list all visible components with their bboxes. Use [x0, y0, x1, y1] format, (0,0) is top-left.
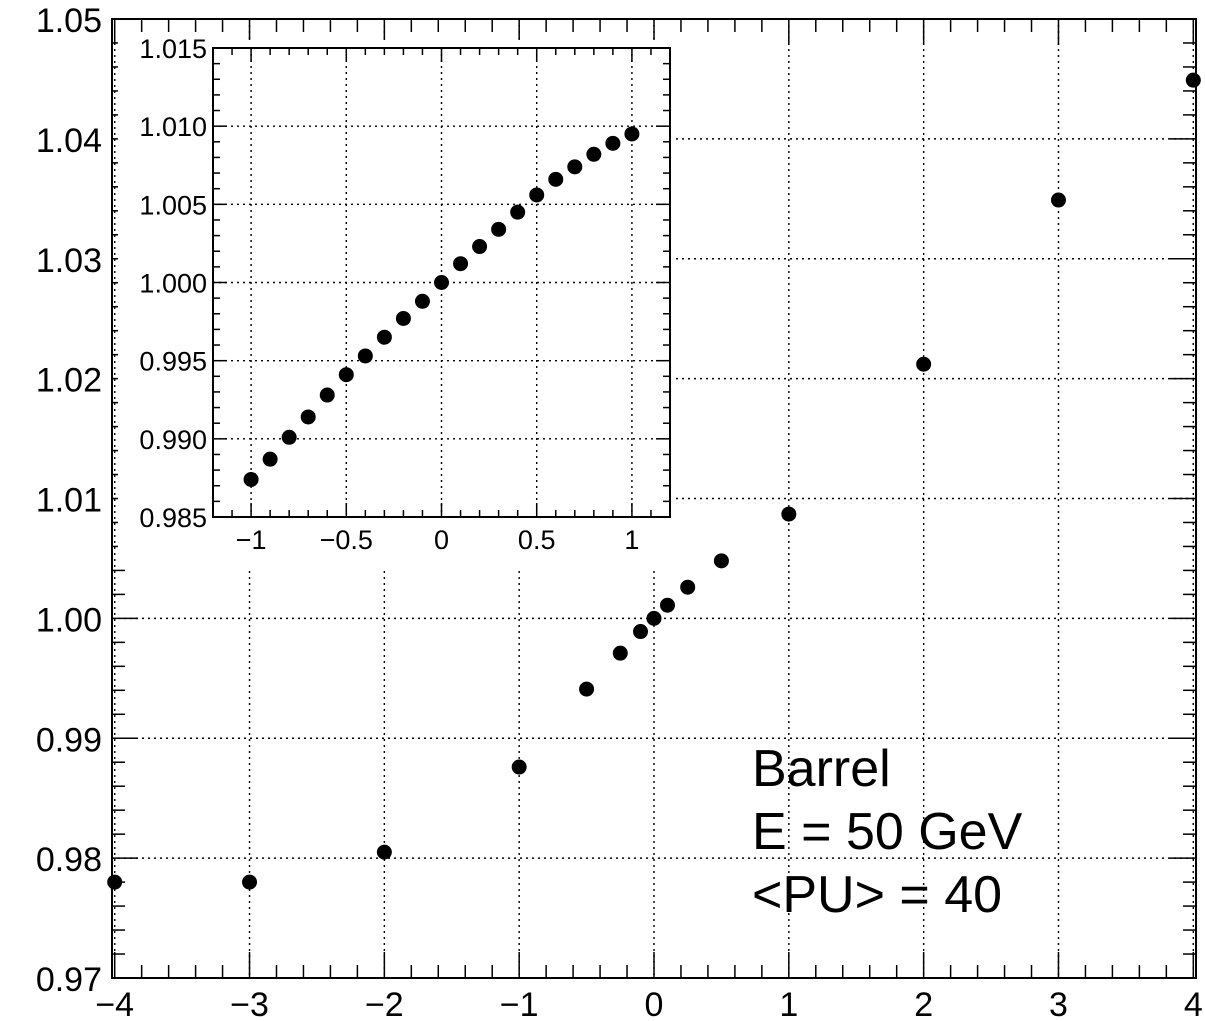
inset-data-point [281, 429, 297, 445]
inset-data-point [491, 221, 507, 237]
main-data-point [646, 610, 662, 626]
inset-y-tick-label: 0.995 [139, 347, 207, 377]
main-points [107, 72, 1201, 890]
inset-data-point [567, 159, 583, 175]
main-y-tick-label: 1.05 [36, 2, 102, 40]
inset-ticks [213, 47, 670, 518]
main-data-point [781, 506, 797, 522]
inset-x-tick-label: −0.5 [320, 525, 373, 555]
inset-x-tick-label: −1 [236, 525, 267, 555]
inset-points [243, 126, 640, 487]
inset-tick-labels: −1 −0.5 0 0.5 1 0.985 0.990 0.995 1.000 1.005 1.01… [139, 34, 639, 555]
annotation-energy: E = 50 GeV [752, 803, 1023, 861]
main-y-tick-label: 1.00 [36, 601, 102, 639]
inset-data-point [300, 409, 316, 425]
main-x-tick-label: −2 [365, 986, 404, 1021]
inset-data-point [262, 451, 278, 467]
inset-grid [213, 48, 670, 517]
inset-data-point [357, 348, 373, 364]
main-y-tick-label: 0.98 [36, 841, 102, 879]
main-x-tick-label: 4 [1184, 986, 1203, 1021]
inset-data-point [395, 310, 411, 326]
main-y-tick-label: 0.97 [36, 961, 102, 999]
main-x-tick-label: −1 [500, 986, 539, 1021]
main-data-point [680, 579, 696, 595]
annotations: Barrel E = 50 GeV <PU> = 40 [752, 740, 1023, 924]
main-x-tick-label: −3 [230, 986, 269, 1021]
inset-data-point [338, 367, 354, 383]
inset-y-tick-label: 1.000 [139, 269, 207, 299]
inset-data-point [586, 146, 602, 162]
inset-y-tick-label: 1.010 [139, 112, 207, 142]
inset-data-point [376, 329, 392, 345]
main-data-point [376, 844, 392, 860]
inset-data-point [510, 204, 526, 220]
inset-data-point [624, 126, 640, 142]
inset-x-tick-label: 1 [624, 525, 639, 555]
inset-data-point [453, 256, 469, 272]
main-data-point [612, 645, 628, 661]
main-y-tick-label: 1.03 [36, 242, 102, 280]
inset-data-point [472, 239, 488, 255]
main-data-point [1185, 72, 1201, 88]
main-y-tick-label: 1.02 [36, 362, 102, 400]
annotation-pileup: <PU> = 40 [752, 866, 1002, 924]
inset-data-point [319, 387, 335, 403]
main-y-tick-label: 1.01 [36, 482, 102, 520]
inset-y-tick-label: 1.015 [139, 34, 207, 64]
main-tick-labels: −4 −3 −2 −1 0 1 2 3 4 0.97 0.98 0.99 1.00 1.01 1.02 1.0… [36, 2, 1203, 1021]
inset-data-point [529, 187, 545, 203]
main-x-tick-label: 3 [1049, 986, 1068, 1021]
inset-data-point [605, 135, 621, 151]
main-x-tick-label: 2 [914, 986, 933, 1021]
inset-data-point [548, 171, 564, 187]
inset-data-point [434, 275, 449, 290]
inset-y-tick-label: 0.990 [139, 425, 207, 455]
annotation-region: Barrel [752, 740, 891, 798]
main-data-point [511, 759, 527, 775]
inset-data-point [414, 293, 430, 309]
main-data-point [659, 597, 675, 613]
inset-x-tick-label: 0 [434, 525, 449, 555]
inset-background [118, 40, 676, 569]
main-data-point [633, 624, 649, 640]
main-data-point [916, 356, 932, 372]
main-x-tick-label: 0 [645, 986, 664, 1021]
main-y-tick-label: 0.99 [36, 721, 102, 759]
inset-x-tick-label: 0.5 [518, 525, 556, 555]
main-data-point [1050, 192, 1066, 208]
main-x-tick-label: −4 [95, 986, 134, 1021]
main-data-point [713, 553, 729, 569]
main-data-point [242, 874, 258, 890]
main-y-tick-label: 1.04 [36, 122, 102, 160]
main-data-point [579, 681, 595, 697]
main-x-tick-label: 1 [779, 986, 798, 1021]
inset-y-tick-label: 1.005 [139, 190, 207, 220]
inset-data-point [243, 471, 259, 487]
inset-y-tick-label: 0.985 [139, 503, 207, 533]
